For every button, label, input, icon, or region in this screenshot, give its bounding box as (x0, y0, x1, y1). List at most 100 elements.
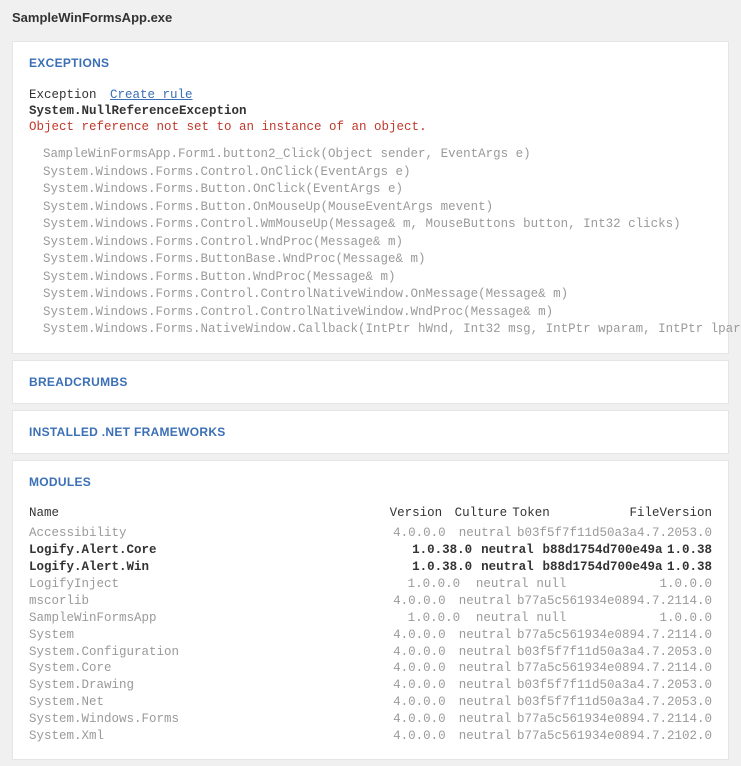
module-culture: neutral (459, 677, 517, 694)
module-version: 4.0.0.0 (393, 627, 459, 644)
module-row: System.Windows.Forms4.0.0.0neutralb77a5c… (29, 711, 712, 728)
module-token: null (536, 610, 659, 627)
module-version: 4.0.0.0 (393, 593, 459, 610)
module-token: b03f5f7f11d50a3a (517, 525, 637, 542)
module-fileversion: 4.7.2114.0 (637, 627, 712, 644)
modules-panel: MODULES Name Version Culture Token FileV… (12, 460, 729, 760)
module-token: b77a5c561934e089 (517, 728, 637, 745)
module-row: mscorlib4.0.0.0neutralb77a5c561934e0894.… (29, 593, 712, 610)
col-fileversion: FileVersion (630, 505, 713, 522)
module-name: System.Configuration (29, 644, 393, 661)
exception-label: Exception (29, 88, 97, 102)
module-name: mscorlib (29, 593, 393, 610)
module-name: System (29, 627, 393, 644)
module-name: System.Xml (29, 728, 393, 745)
module-token: b77a5c561934e089 (517, 593, 637, 610)
module-version: 1.0.0.0 (408, 610, 476, 627)
module-fileversion: 1.0.0.0 (659, 610, 712, 627)
module-fileversion: 4.7.2102.0 (637, 728, 712, 745)
module-row: System.Drawing4.0.0.0neutralb03f5f7f11d5… (29, 677, 712, 694)
module-name: Accessibility (29, 525, 393, 542)
module-name: System.Windows.Forms (29, 711, 393, 728)
module-row: Logify.Alert.Win1.0.38.0neutralb88d1754d… (29, 559, 712, 576)
exceptions-heading: EXCEPTIONS (29, 56, 712, 70)
exception-summary-row: Exception Create rule (29, 88, 712, 102)
module-version: 4.0.0.0 (393, 677, 459, 694)
module-culture: neutral (481, 559, 542, 576)
module-culture: neutral (476, 610, 537, 627)
breadcrumbs-heading: BREADCRUMBS (29, 375, 712, 389)
module-fileversion: 1.0.38 (667, 542, 712, 559)
col-token: Token (512, 505, 629, 522)
module-fileversion: 1.0.0.0 (659, 576, 712, 593)
module-fileversion: 4.7.2114.0 (637, 593, 712, 610)
module-culture: neutral (476, 576, 537, 593)
modules-heading: MODULES (29, 475, 712, 489)
frameworks-heading: INSTALLED .NET FRAMEWORKS (29, 425, 712, 439)
module-fileversion: 4.7.2114.0 (637, 711, 712, 728)
module-version: 1.0.38.0 (412, 542, 481, 559)
module-row: System.Xml4.0.0.0neutralb77a5c561934e089… (29, 728, 712, 745)
app-header: SampleWinFormsApp.exe (0, 0, 741, 35)
module-culture: neutral (459, 660, 517, 677)
frameworks-panel[interactable]: INSTALLED .NET FRAMEWORKS (12, 410, 729, 454)
col-culture: Culture (455, 505, 513, 522)
module-version: 1.0.0.0 (408, 576, 476, 593)
create-rule-link[interactable]: Create rule (110, 88, 193, 102)
breadcrumbs-panel[interactable]: BREADCRUMBS (12, 360, 729, 404)
modules-header-row: Name Version Culture Token FileVersion (29, 505, 712, 522)
module-fileversion: 4.7.2053.0 (637, 644, 712, 661)
module-row: SampleWinFormsApp1.0.0.0neutralnull1.0.0… (29, 610, 712, 627)
module-fileversion: 4.7.2053.0 (637, 694, 712, 711)
exception-message: Object reference not set to an instance … (29, 120, 712, 134)
module-version: 4.0.0.0 (393, 728, 459, 745)
module-name: Logify.Alert.Win (29, 559, 412, 576)
module-version: 4.0.0.0 (393, 525, 459, 542)
module-version: 4.0.0.0 (393, 660, 459, 677)
module-culture: neutral (459, 644, 517, 661)
col-version: Version (390, 505, 455, 522)
exception-type: System.NullReferenceException (29, 104, 712, 118)
col-name: Name (29, 505, 390, 522)
module-name: System.Drawing (29, 677, 393, 694)
module-culture: neutral (459, 711, 517, 728)
module-row: System4.0.0.0neutralb77a5c561934e0894.7.… (29, 627, 712, 644)
exception-stacktrace: SampleWinFormsApp.Form1.button2_Click(Ob… (29, 146, 712, 339)
module-culture: neutral (459, 525, 517, 542)
module-token: b03f5f7f11d50a3a (517, 644, 637, 661)
module-token: b88d1754d700e49a (542, 542, 667, 559)
module-fileversion: 4.7.2053.0 (637, 525, 712, 542)
module-culture: neutral (459, 593, 517, 610)
module-culture: neutral (481, 542, 542, 559)
module-token: b77a5c561934e089 (517, 711, 637, 728)
modules-table: Name Version Culture Token FileVersion A… (29, 505, 712, 745)
module-token: b03f5f7f11d50a3a (517, 677, 637, 694)
module-culture: neutral (459, 627, 517, 644)
module-fileversion: 4.7.2114.0 (637, 660, 712, 677)
module-token: b03f5f7f11d50a3a (517, 694, 637, 711)
module-fileversion: 4.7.2053.0 (637, 677, 712, 694)
module-row: System.Configuration4.0.0.0neutralb03f5f… (29, 644, 712, 661)
module-row: LogifyInject1.0.0.0neutralnull1.0.0.0 (29, 576, 712, 593)
module-name: Logify.Alert.Core (29, 542, 412, 559)
module-name: System.Net (29, 694, 393, 711)
module-token: null (536, 576, 659, 593)
exceptions-panel: EXCEPTIONS Exception Create rule System.… (12, 41, 729, 354)
module-version: 4.0.0.0 (393, 694, 459, 711)
module-row: Logify.Alert.Core1.0.38.0neutralb88d1754… (29, 542, 712, 559)
module-token: b88d1754d700e49a (542, 559, 667, 576)
module-version: 4.0.0.0 (393, 644, 459, 661)
app-title: SampleWinFormsApp.exe (12, 10, 172, 25)
module-version: 4.0.0.0 (393, 711, 459, 728)
module-row: System.Core4.0.0.0neutralb77a5c561934e08… (29, 660, 712, 677)
module-row: Accessibility4.0.0.0neutralb03f5f7f11d50… (29, 525, 712, 542)
module-culture: neutral (459, 694, 517, 711)
module-row: System.Net4.0.0.0neutralb03f5f7f11d50a3a… (29, 694, 712, 711)
module-version: 1.0.38.0 (412, 559, 481, 576)
module-fileversion: 1.0.38 (667, 559, 712, 576)
module-culture: neutral (459, 728, 517, 745)
module-token: b77a5c561934e089 (517, 627, 637, 644)
module-name: SampleWinFormsApp (29, 610, 408, 627)
module-name: LogifyInject (29, 576, 408, 593)
module-token: b77a5c561934e089 (517, 660, 637, 677)
